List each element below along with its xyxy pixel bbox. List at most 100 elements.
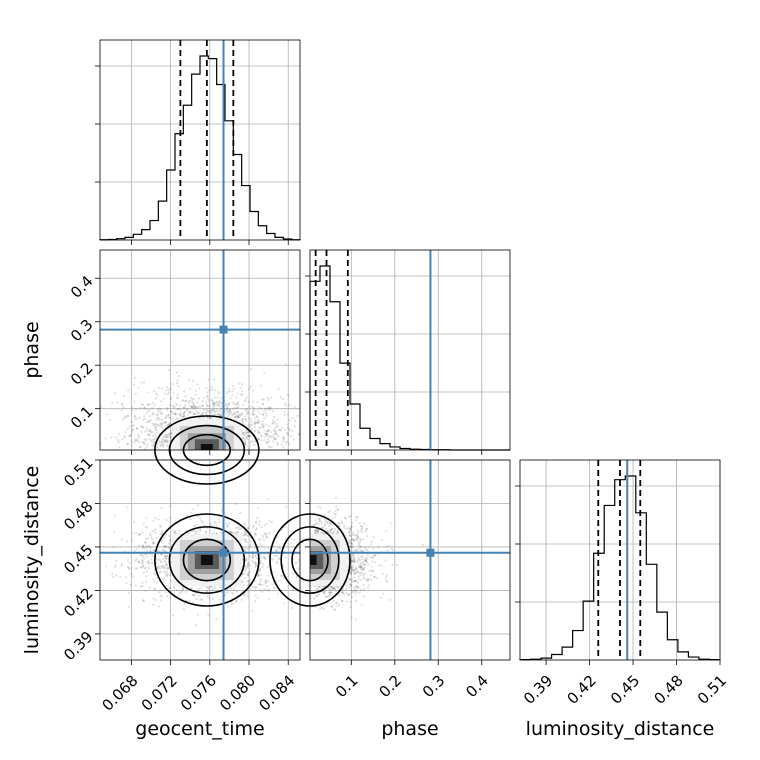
scatter-point bbox=[192, 402, 195, 405]
scatter-point bbox=[163, 545, 166, 548]
scatter-point bbox=[166, 440, 169, 443]
scatter-point bbox=[256, 573, 259, 576]
scatter-point bbox=[351, 580, 354, 583]
panel-frame-0-0 bbox=[99, 39, 301, 241]
scatter-point bbox=[169, 436, 172, 439]
scatter-point bbox=[323, 523, 326, 526]
scatter-point bbox=[364, 559, 367, 562]
histogram-step-phase bbox=[309, 265, 510, 451]
scatter-point bbox=[244, 443, 247, 446]
scatter-point bbox=[173, 406, 176, 409]
density-cell bbox=[200, 444, 213, 450]
scatter-point bbox=[355, 580, 358, 583]
scatter-point bbox=[212, 408, 215, 412]
scatter-point bbox=[357, 578, 360, 581]
scatter-point bbox=[250, 368, 253, 371]
scatter-point bbox=[243, 540, 246, 543]
scatter-point bbox=[160, 423, 163, 426]
contour-level-1 bbox=[154, 513, 260, 607]
scatter-point bbox=[182, 414, 186, 418]
scatter-point bbox=[237, 413, 241, 416]
scatter-point bbox=[354, 618, 357, 621]
scatter-point bbox=[334, 590, 338, 593]
scatter-point bbox=[117, 432, 121, 436]
scatter-point bbox=[110, 436, 113, 439]
scatter-point bbox=[190, 406, 194, 409]
scatter-point bbox=[166, 569, 169, 572]
scatter-point bbox=[144, 541, 147, 544]
scatter-point bbox=[166, 440, 170, 443]
scatter-point bbox=[157, 409, 160, 413]
scatter-point bbox=[165, 591, 168, 594]
scatter-point bbox=[109, 419, 112, 422]
scatter-point bbox=[329, 588, 332, 591]
scatter-point bbox=[194, 530, 197, 533]
scatter-point bbox=[217, 402, 220, 405]
scatter-point bbox=[191, 593, 194, 596]
scatter-point bbox=[254, 562, 257, 565]
scatter-point bbox=[340, 599, 344, 602]
scatter-point bbox=[358, 591, 361, 594]
scatter-point bbox=[372, 575, 376, 579]
scatter-point bbox=[195, 409, 198, 412]
scatter-point bbox=[156, 558, 159, 561]
scatter-point bbox=[138, 532, 141, 536]
scatter-point bbox=[155, 418, 158, 421]
scatter-point bbox=[249, 544, 252, 548]
scatter-point bbox=[208, 416, 211, 419]
scatter-point bbox=[351, 542, 354, 545]
scatter-point bbox=[228, 409, 231, 412]
x-tick-label: 0.1 bbox=[332, 672, 362, 702]
scatter-point bbox=[319, 607, 322, 610]
scatter-point bbox=[218, 392, 221, 395]
scatter-point bbox=[153, 404, 156, 407]
scatter-point bbox=[166, 444, 169, 448]
scatter-point bbox=[241, 580, 244, 583]
scatter-point bbox=[349, 535, 353, 538]
scatter-point bbox=[265, 535, 268, 539]
histogram-luminosity_distance bbox=[519, 460, 721, 661]
scatter-point bbox=[366, 554, 369, 557]
scatter-point bbox=[130, 409, 134, 412]
scatter-point bbox=[231, 408, 234, 411]
scatter-point bbox=[143, 414, 146, 418]
scatter-point bbox=[184, 591, 188, 594]
scatter-point bbox=[356, 534, 359, 537]
scatter-point bbox=[144, 541, 147, 544]
scatter-point bbox=[244, 441, 247, 444]
scatter-point bbox=[296, 561, 299, 564]
scatter-point bbox=[320, 531, 324, 534]
scatter-point bbox=[133, 438, 136, 441]
scatter-point bbox=[360, 571, 363, 574]
scatter-point bbox=[328, 587, 331, 590]
scatter-point bbox=[350, 539, 353, 542]
scatter-point bbox=[120, 538, 123, 541]
scatter-point bbox=[166, 584, 170, 587]
scatter-point bbox=[380, 564, 383, 568]
scatter-point bbox=[172, 391, 175, 394]
scatter-point bbox=[158, 565, 161, 568]
scatter-point bbox=[361, 557, 364, 560]
scatter-point bbox=[389, 598, 392, 602]
scatter-point bbox=[246, 566, 249, 569]
scatter-point bbox=[174, 529, 177, 533]
scatter-point bbox=[165, 389, 168, 392]
grid-2-1 bbox=[310, 459, 510, 660]
scatter-point bbox=[251, 555, 254, 558]
scatter-point bbox=[288, 404, 291, 407]
scatter-point bbox=[169, 398, 172, 401]
x-tick-label: 0.080 bbox=[216, 672, 259, 715]
scatter-point bbox=[159, 589, 163, 592]
scatter-point bbox=[246, 564, 249, 567]
scatter-point bbox=[357, 561, 360, 564]
scatter-point bbox=[245, 409, 248, 412]
scatter-point bbox=[352, 590, 355, 593]
scatter-point bbox=[240, 598, 244, 601]
scatter-point bbox=[233, 411, 236, 414]
truth-point bbox=[219, 325, 228, 334]
scatter-point bbox=[350, 572, 353, 576]
scatter-point bbox=[370, 569, 373, 572]
scatter-point bbox=[365, 561, 369, 564]
scatter-point bbox=[237, 400, 240, 403]
